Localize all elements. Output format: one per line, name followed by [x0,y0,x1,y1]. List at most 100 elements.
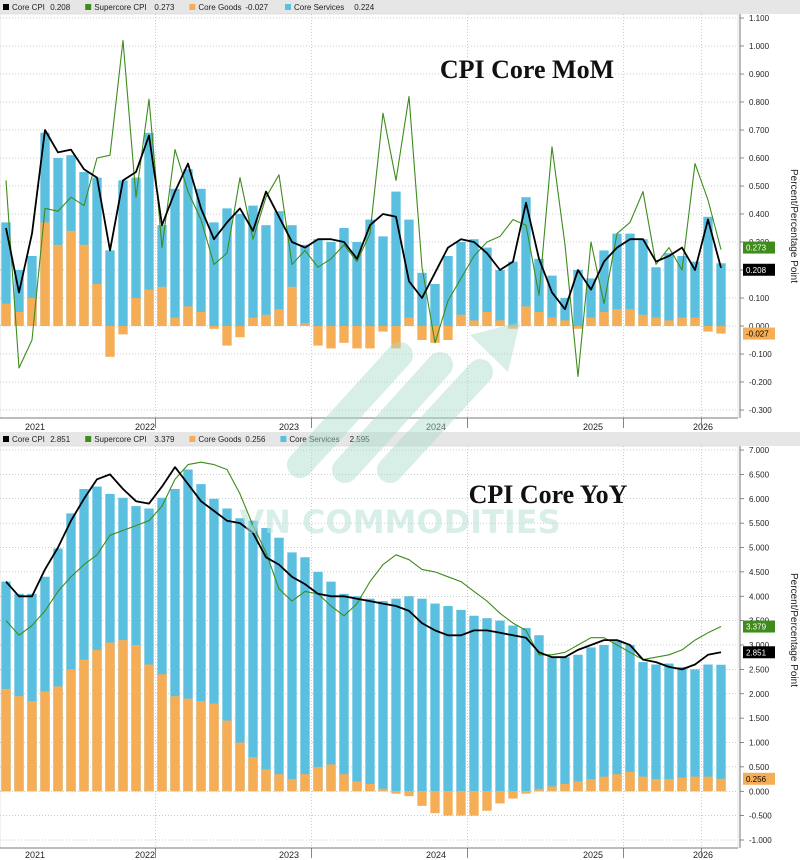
bar-core-goods [14,312,24,326]
y-tick-label: 7.000 [749,446,770,455]
x-tick-label: 2025 [583,422,603,432]
bar-core-goods [690,317,700,326]
arrow-head-icon [470,322,520,372]
value-tag [743,646,775,659]
bar-core-services [508,625,518,792]
value-tag [743,772,775,785]
bar-core-services [703,664,713,792]
legend-swatch [85,436,92,442]
bar-core-goods [261,769,271,792]
bar-core-goods [105,326,115,357]
bar-core-services [287,225,297,326]
bar-core-goods [716,326,726,334]
y-tick-label: -0.200 [749,378,772,387]
bar-core-goods [196,312,206,326]
bar-core-goods [638,776,648,792]
bar-core-goods [248,757,258,792]
line-supercore-cpi [5,39,722,377]
bar-core-goods [664,320,674,326]
value-tag-label: 3.379 [746,623,767,632]
bar-core-goods [300,323,310,326]
bar-core-goods [456,791,466,816]
bar-core-services [1,581,11,792]
bar-core-goods [508,326,518,329]
bar-core-services [495,620,505,792]
bar-core-services [79,489,89,792]
bar-core-goods [222,720,232,792]
bar-core-services [313,239,323,326]
bar-core-services [1,222,11,326]
bar-core-goods [703,776,713,792]
bar-core-goods [339,774,349,792]
bar-core-services [196,188,206,326]
bar-core-goods [248,317,258,326]
x-tick-label: 2026 [693,850,713,860]
bar-core-goods [313,326,323,346]
bar-core-services [313,571,323,792]
bar-core-services [638,239,648,326]
bar-core-goods [456,314,466,326]
bar-core-services [300,244,310,326]
bar-core-services [27,256,37,326]
bar-core-goods [1,303,11,326]
bar-core-services [573,654,583,792]
legend-value: 3.379 [154,435,175,444]
bar-core-services [40,576,50,792]
bar-core-services [703,216,713,326]
bar-core-goods [53,686,63,792]
bar-core-goods [105,642,115,792]
legend-value: 0.224 [354,3,375,12]
bar-core-goods [703,326,713,332]
chart-title: CPI Core YoY [469,480,628,509]
bar-core-goods [326,764,336,792]
x-tick-label: 2025 [583,850,603,860]
bar-core-services [170,188,180,326]
y-tick-label: -0.100 [749,350,772,359]
bar-core-services [612,233,622,326]
x-tick-label: 2023 [279,422,299,432]
value-tag-label: 0.208 [746,266,767,275]
bar-core-services [508,261,518,326]
bar-core-services [261,225,271,326]
x-tick-label: 2022 [135,422,155,432]
bar-core-goods [534,312,544,326]
bar-core-goods [391,791,401,794]
bar-core-goods [625,771,635,792]
bar-core-goods [235,326,245,338]
bar-core-services [677,666,687,792]
legend-label: Supercore CPI [94,3,146,12]
bar-core-goods [222,326,232,346]
bar-core-goods [495,320,505,326]
watermark-text: VN COMMODITIES [239,503,560,541]
bar-core-goods [183,698,193,792]
bar-core-services [339,228,349,326]
bar-core-goods [443,326,453,340]
bar-core-goods [209,326,219,329]
bar-core-services [469,615,479,792]
bar-core-services [638,662,648,792]
y-tick-label: 0.100 [749,294,770,303]
bar-core-services [27,593,37,792]
bar-core-goods [170,317,180,326]
bar-core-goods [53,244,63,326]
y-axis-title: Percent/Percentage Point [788,169,799,283]
y-tick-label: 5.500 [749,519,770,528]
bar-core-services [716,263,726,326]
legend-label: Core Services [289,435,339,444]
bar-core-goods [560,783,570,792]
value-tag-label: 0.256 [746,775,767,784]
bar-core-goods [482,791,492,811]
legend-label: Core Goods [198,3,241,12]
bar-core-goods [716,778,726,792]
y-tick-label: 0.700 [749,126,770,135]
y-tick-label: 1.500 [749,714,770,723]
bar-core-goods [118,326,128,335]
bar-core-services [443,256,453,326]
bar-core-goods [144,289,154,326]
bar-core-services [560,657,570,792]
bar-core-goods [508,791,518,799]
bar-core-goods [326,326,336,349]
bar-core-services [53,548,63,792]
legend-value: 2.851 [50,435,71,444]
bar-core-goods [378,788,388,792]
